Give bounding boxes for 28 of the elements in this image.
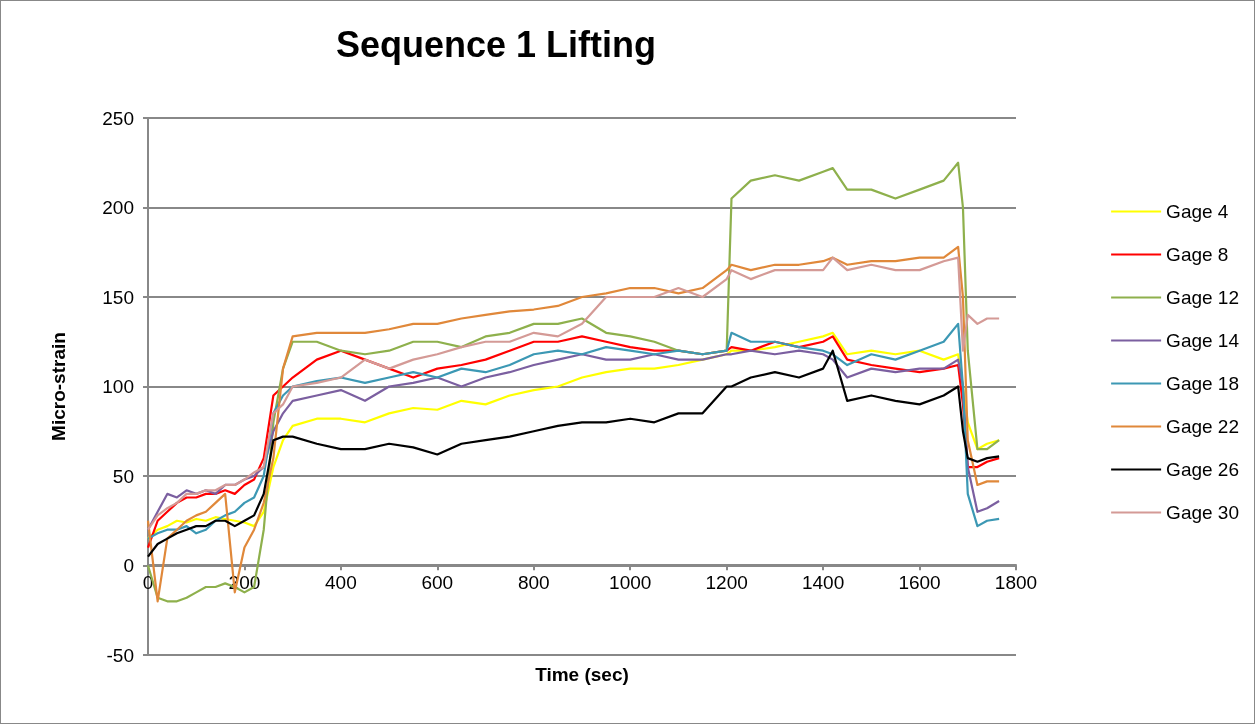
x-tick-label: 0 (142, 572, 154, 594)
y-tick-label: 100 (102, 376, 134, 397)
x-tick-label: 1600 (898, 572, 941, 594)
y-axis-title: Micro-strain (48, 332, 69, 441)
x-tick-label: 1000 (609, 572, 652, 594)
x-tick-label: 1400 (801, 572, 845, 594)
legend-label: Gage 30 (1166, 502, 1240, 523)
legend-label: Gage 18 (1166, 373, 1240, 394)
y-tick-label: 200 (102, 197, 134, 218)
x-tick-label: 800 (517, 572, 550, 594)
x-tick-label: 1200 (705, 572, 748, 594)
legend-label: Gage 8 (1166, 244, 1229, 265)
line-series (146, 256, 1001, 531)
y-tick-label: 150 (102, 286, 134, 308)
y-tick-label: -50 (106, 644, 134, 666)
legend-label: Gage 12 (1166, 287, 1240, 308)
legend-label: Gage 14 (1166, 330, 1240, 351)
y-tick-label: 50 (112, 465, 134, 487)
x-tick-label: 600 (421, 572, 454, 594)
x-tick-label: 1800 (994, 572, 1038, 594)
x-axis-title: Time (sec) (535, 664, 629, 686)
y-tick-label: 250 (102, 107, 134, 129)
x-tick-label: 400 (325, 572, 357, 594)
y-tick-label: 0 (123, 555, 134, 576)
legend-label: Gage 22 (1166, 416, 1240, 437)
chart-title: Sequence 1 Lifting (335, 23, 657, 65)
legend-label: Gage 4 (1166, 201, 1229, 222)
legend-label: Gage 26 (1166, 459, 1240, 480)
